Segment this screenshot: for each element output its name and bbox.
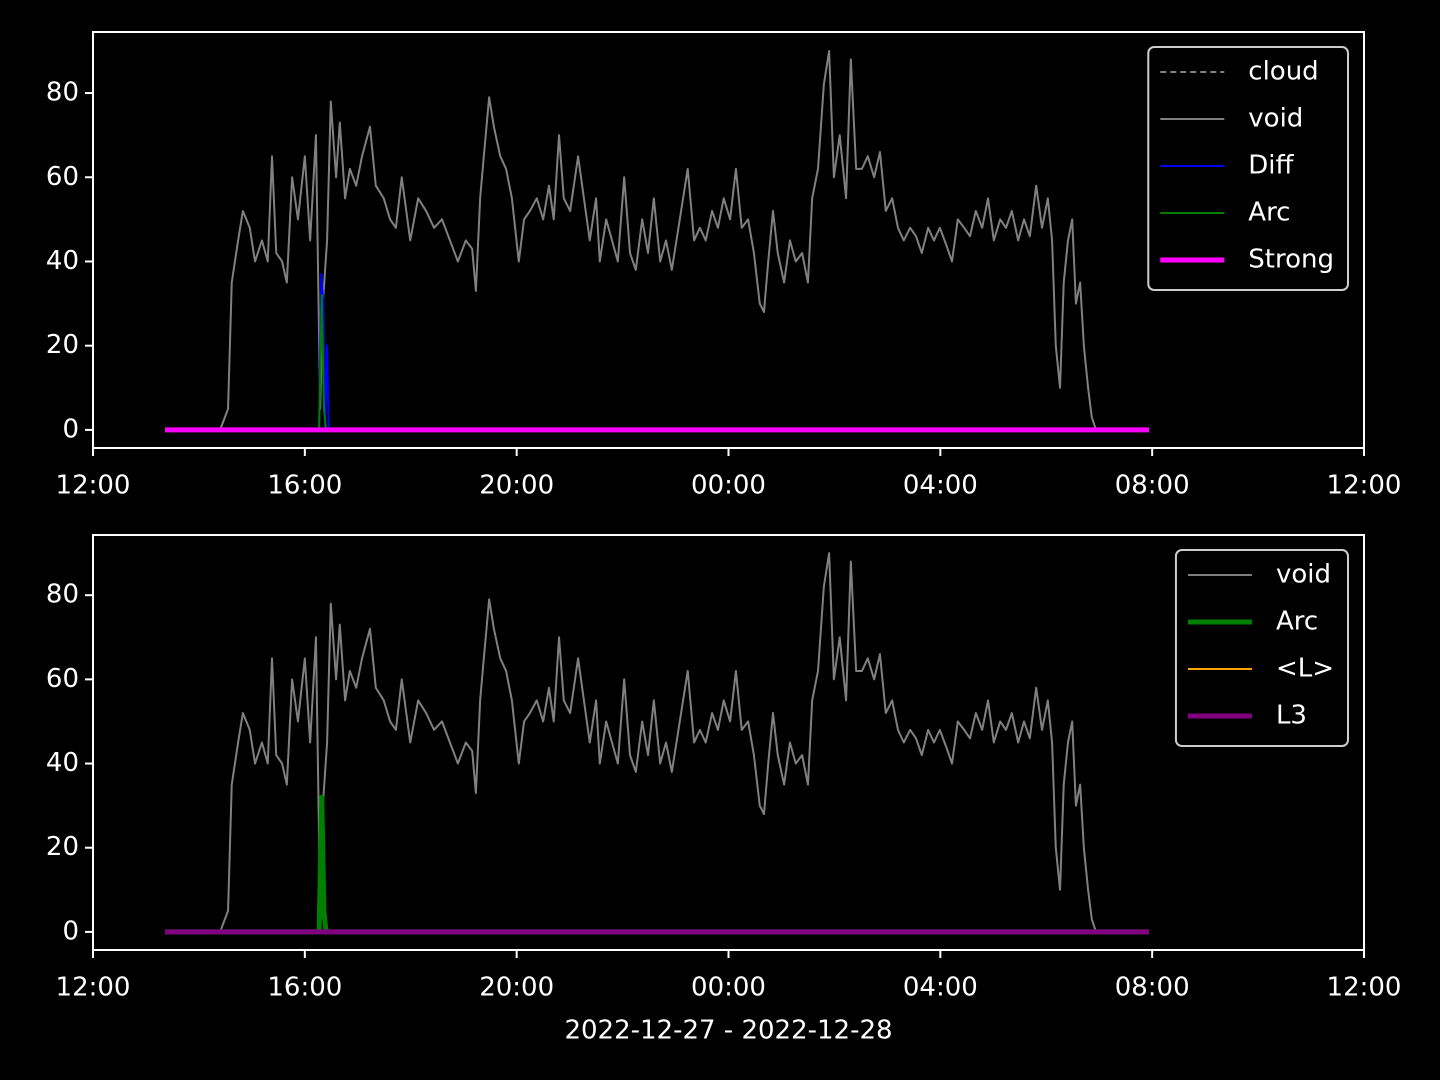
legend-label: L3 <box>1276 701 1307 731</box>
legend: void Arc <L> L3 <box>1174 549 1349 747</box>
x-axis-label: 2022-12-27 - 2022-12-28 <box>564 1016 892 1046</box>
x-tick-label: 08:00 <box>1115 471 1190 501</box>
legend-box <box>1174 549 1349 747</box>
series-line <box>165 552 1149 933</box>
panel: 0 20 40 60 80 12:00 16:00 20:00 00:00 04:00 08:00 1… <box>46 534 1402 1046</box>
x-tick-label: 12:00 <box>1327 973 1402 1003</box>
y-tick-label: 60 <box>46 162 79 192</box>
x-tick-label: 00:00 <box>691 471 766 501</box>
legend-label: Strong <box>1248 245 1334 275</box>
legend-label: <L> <box>1276 654 1334 684</box>
panel: 0 20 40 60 80 12:00 16:00 20:00 00:00 04:00 08:00 1… <box>46 31 1402 501</box>
y-tick-label: 40 <box>46 748 79 778</box>
legend: cloud void Diff Arc Strong <box>1147 46 1349 291</box>
y-tick-label: 20 <box>46 832 79 862</box>
series-line <box>165 49 1149 431</box>
y-tick-label: 60 <box>46 664 79 694</box>
legend-label: void <box>1276 560 1331 590</box>
y-tick-label: 40 <box>46 246 79 276</box>
legend-box <box>1147 46 1349 291</box>
legend-label: cloud <box>1248 57 1318 87</box>
x-tick-label: 12:00 <box>56 973 131 1003</box>
y-tick-label: 80 <box>46 580 79 610</box>
y-tick-label: 0 <box>62 414 79 444</box>
x-tick-label: 20:00 <box>479 471 554 501</box>
axes-frame <box>92 31 1365 449</box>
legend-label: Arc <box>1248 198 1290 228</box>
y-tick-label: 0 <box>62 916 79 946</box>
x-tick-label: 16:00 <box>267 973 342 1003</box>
x-tick-label: 16:00 <box>267 471 342 501</box>
legend-label: Arc <box>1276 607 1318 637</box>
x-tick-label: 12:00 <box>1327 471 1402 501</box>
x-tick-label: 04:00 <box>903 973 978 1003</box>
y-tick-label: 20 <box>46 330 79 360</box>
y-tick-label: 80 <box>46 78 79 108</box>
legend-label: void <box>1248 104 1303 134</box>
legend-label: Diff <box>1248 151 1294 181</box>
x-tick-label: 04:00 <box>903 471 978 501</box>
x-tick-label: 00:00 <box>691 973 766 1003</box>
x-tick-label: 08:00 <box>1115 973 1190 1003</box>
x-tick-label: 12:00 <box>56 471 131 501</box>
axes-frame <box>92 534 1365 951</box>
x-tick-label: 20:00 <box>479 973 554 1003</box>
